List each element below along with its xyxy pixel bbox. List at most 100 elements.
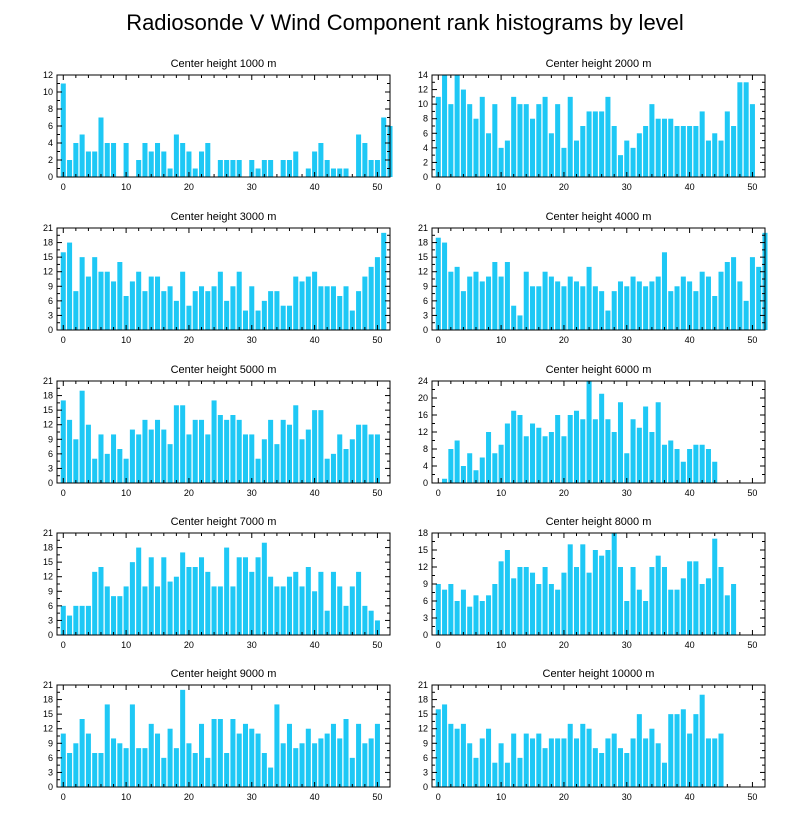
x-tick-label: 20 bbox=[184, 335, 194, 345]
bar bbox=[731, 584, 737, 635]
bar bbox=[479, 96, 485, 177]
y-tick-label: 8 bbox=[48, 104, 53, 114]
bar bbox=[605, 310, 611, 330]
bar bbox=[473, 470, 479, 483]
bar bbox=[362, 424, 368, 483]
bar bbox=[305, 567, 311, 635]
bar bbox=[467, 104, 473, 177]
bar bbox=[448, 723, 454, 787]
bar bbox=[318, 143, 324, 177]
bar bbox=[85, 424, 91, 483]
bar bbox=[668, 291, 674, 330]
bar bbox=[498, 561, 504, 635]
bar bbox=[655, 276, 661, 330]
bar bbox=[548, 584, 554, 635]
bar bbox=[473, 595, 479, 635]
bar bbox=[381, 232, 387, 330]
bar bbox=[624, 601, 630, 635]
bar bbox=[611, 126, 617, 177]
x-tick-label: 30 bbox=[247, 792, 257, 802]
x-tick-label: 30 bbox=[247, 640, 257, 650]
bar bbox=[148, 151, 154, 177]
bar bbox=[674, 589, 680, 635]
bar bbox=[299, 586, 305, 635]
bar bbox=[567, 723, 573, 787]
bar bbox=[530, 423, 536, 483]
bar bbox=[242, 434, 249, 483]
y-tick-label: 6 bbox=[48, 753, 53, 763]
bar bbox=[580, 723, 586, 787]
bar bbox=[111, 738, 117, 787]
bar bbox=[381, 117, 387, 177]
bar bbox=[555, 589, 561, 635]
bar bbox=[349, 757, 355, 787]
bar bbox=[349, 310, 355, 330]
bar bbox=[712, 296, 718, 330]
bar bbox=[211, 286, 217, 330]
bar bbox=[517, 567, 523, 635]
bar bbox=[460, 466, 466, 483]
bar bbox=[286, 723, 292, 787]
bar bbox=[286, 305, 292, 330]
bar bbox=[573, 410, 580, 483]
bar bbox=[136, 748, 142, 787]
bar bbox=[60, 83, 66, 177]
bar bbox=[155, 733, 161, 787]
bar bbox=[542, 96, 548, 177]
bar bbox=[592, 111, 598, 177]
bar bbox=[724, 111, 730, 177]
bar bbox=[674, 126, 680, 177]
bar bbox=[605, 738, 611, 787]
bar bbox=[280, 586, 286, 635]
x-tick-label: 10 bbox=[121, 792, 131, 802]
bar bbox=[479, 457, 485, 483]
bar bbox=[486, 276, 492, 330]
y-tick-label: 15 bbox=[418, 252, 428, 262]
bar bbox=[318, 738, 324, 787]
bar bbox=[368, 266, 374, 330]
bar bbox=[655, 555, 661, 635]
bar bbox=[192, 291, 198, 330]
panel-title: Center height 9000 m bbox=[171, 668, 277, 680]
bar bbox=[718, 733, 724, 787]
x-tick-label: 20 bbox=[184, 792, 194, 802]
bar bbox=[693, 126, 699, 177]
bar bbox=[712, 133, 718, 177]
x-tick-label: 20 bbox=[559, 640, 569, 650]
bar bbox=[643, 406, 649, 483]
bar bbox=[142, 419, 148, 483]
bar bbox=[198, 723, 205, 787]
bar bbox=[161, 557, 167, 635]
y-tick-label: 12 bbox=[418, 85, 428, 95]
y-tick-label: 12 bbox=[43, 267, 53, 277]
bar bbox=[668, 118, 674, 177]
y-tick-label: 4 bbox=[48, 138, 53, 148]
bar bbox=[555, 104, 561, 177]
x-tick-label: 30 bbox=[622, 182, 632, 192]
bar bbox=[586, 728, 592, 787]
bar bbox=[467, 453, 473, 483]
bar bbox=[312, 271, 318, 330]
bar bbox=[67, 615, 73, 635]
bar bbox=[67, 242, 73, 330]
bar bbox=[617, 567, 624, 635]
bar bbox=[617, 155, 624, 177]
bar bbox=[111, 434, 117, 483]
bar bbox=[255, 458, 261, 483]
x-tick-label: 50 bbox=[372, 335, 382, 345]
bar bbox=[255, 733, 261, 787]
bar bbox=[362, 143, 368, 177]
bar bbox=[155, 586, 161, 635]
bar bbox=[630, 147, 636, 177]
x-tick-label: 20 bbox=[559, 335, 569, 345]
x-tick-label: 50 bbox=[372, 640, 382, 650]
bar bbox=[230, 286, 236, 330]
bar bbox=[511, 305, 517, 330]
bar bbox=[343, 286, 349, 330]
bar bbox=[230, 586, 236, 635]
bar bbox=[85, 605, 91, 635]
bar bbox=[261, 753, 267, 787]
panel-2: Center height 2000 m 0 10 20 30 40 50 0 2 4 6 8 10 12… bbox=[418, 58, 766, 192]
y-tick-label: 8 bbox=[423, 114, 428, 124]
bar bbox=[123, 143, 129, 177]
